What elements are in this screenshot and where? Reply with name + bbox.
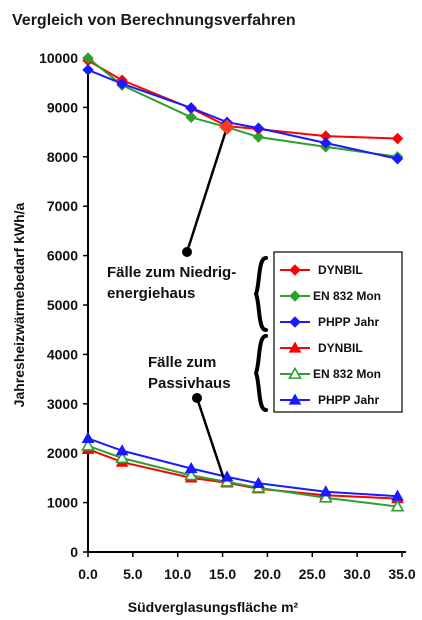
data-point xyxy=(82,64,94,76)
y-tick-label: 9000 xyxy=(47,99,78,115)
legend-item: PHPP Jahr xyxy=(280,393,379,407)
legend-box xyxy=(273,251,403,413)
legend-label: EN 832 Mon xyxy=(313,289,381,303)
legend-item: EN 832 Mon xyxy=(280,289,381,303)
y-tick-label: 1000 xyxy=(47,495,78,511)
legend-label: PHPP Jahr xyxy=(318,315,379,329)
annotation-label: Fälle zum xyxy=(148,354,216,371)
data-point xyxy=(252,122,265,134)
legend-marker xyxy=(288,393,302,405)
legend-label: DYNBIL xyxy=(318,263,363,277)
annotation-anchor-dot xyxy=(192,393,202,403)
annotation-leader-line xyxy=(195,397,225,479)
legend-marker xyxy=(289,290,301,302)
series-layer xyxy=(81,52,405,512)
data-point xyxy=(185,102,197,114)
annotation-label: energiehaus xyxy=(107,285,195,302)
y-tick-label: 6000 xyxy=(47,248,78,264)
axes: 0 1000 2000 3000 4000 5000 6000 7000 8000 9000 100… xyxy=(39,50,416,582)
y-tick-label: 0 xyxy=(70,544,78,560)
annotation-label: Passivhaus xyxy=(148,375,231,392)
legend-brace xyxy=(253,256,268,332)
data-point xyxy=(81,438,95,451)
y-tick-label: 10000 xyxy=(39,50,78,66)
series-niedrig-en-832-mon xyxy=(82,52,404,163)
legend-item: EN 832 Mon xyxy=(280,366,381,381)
y-tick-label: 8000 xyxy=(47,149,78,165)
legend-marker xyxy=(288,366,302,379)
data-point xyxy=(390,499,405,512)
data-point xyxy=(185,111,197,123)
x-axis-label: Südverglasungsfläche m² xyxy=(128,599,299,615)
data-point xyxy=(391,489,404,501)
data-point xyxy=(184,462,198,474)
series-line xyxy=(87,57,398,158)
y-tick-label: 2000 xyxy=(47,445,78,461)
y-tick-label: 7000 xyxy=(47,198,78,214)
x-tick-label: 25.0 xyxy=(299,566,326,582)
highlight-point xyxy=(219,119,235,135)
legend-item: DYNBIL xyxy=(280,341,363,355)
legend-brace xyxy=(253,334,268,412)
legend-item: DYNBIL xyxy=(280,263,363,277)
series-niedrig-dynbil xyxy=(82,54,404,145)
data-point xyxy=(252,476,265,488)
data-point xyxy=(319,485,333,497)
chart-title: Vergleich von Berechnungsverfahren xyxy=(12,12,296,29)
series-line xyxy=(87,59,398,140)
legend-marker xyxy=(289,264,301,276)
data-point xyxy=(391,153,404,165)
annotation-leader-line xyxy=(185,126,229,253)
annotation-anchor-dot xyxy=(182,247,192,257)
data-point xyxy=(391,132,404,145)
series-niedrig-phpp-jahr xyxy=(82,64,404,165)
y-tick-label: 3000 xyxy=(47,396,78,412)
x-tick-label: 20.0 xyxy=(254,566,281,582)
series-passiv-phpp-jahr xyxy=(81,431,404,501)
x-tick-label: 35.0 xyxy=(388,566,415,582)
data-point xyxy=(115,444,129,456)
series-passiv-en-832-mon xyxy=(81,438,405,512)
series-line xyxy=(87,448,398,500)
data-point xyxy=(115,451,129,464)
x-tick-label: 30.0 xyxy=(344,566,371,582)
legend-marker xyxy=(289,316,301,328)
x-tick-label: 0.0 xyxy=(78,566,98,582)
data-point xyxy=(184,468,199,481)
series-line xyxy=(87,68,398,160)
data-point xyxy=(320,137,332,149)
data-point xyxy=(116,77,128,90)
data-point xyxy=(252,131,265,143)
annotation-label: Fälle zum Niedrig- xyxy=(107,264,236,281)
legend-label: EN 832 Mon xyxy=(313,367,381,381)
x-tick-label: 15.0 xyxy=(209,566,236,582)
data-point xyxy=(82,52,94,64)
legend-label: PHPP Jahr xyxy=(318,393,379,407)
legend-label: DYNBIL xyxy=(318,341,363,355)
y-tick-label: 4000 xyxy=(47,346,78,362)
annotation-layer: Fälle zum Niedrig-energiehaus Fälle zum Pa… xyxy=(107,119,236,479)
data-point xyxy=(81,431,95,444)
x-tick-label: 5.0 xyxy=(123,566,143,582)
series-line xyxy=(87,444,398,508)
y-tick-label: 5000 xyxy=(47,297,78,313)
data-point xyxy=(318,490,333,503)
legend: DYNBIL EN 832 Mon PHPP Jahr DYNBIL EN 832 Mo… xyxy=(253,251,403,413)
series-line xyxy=(87,437,398,498)
legend-marker xyxy=(288,341,302,353)
x-tick-label: 10.0 xyxy=(164,566,191,582)
legend-item: PHPP Jahr xyxy=(280,315,379,329)
y-axis-label: Jahresheizwärmebedarf kWh/a xyxy=(11,202,27,407)
